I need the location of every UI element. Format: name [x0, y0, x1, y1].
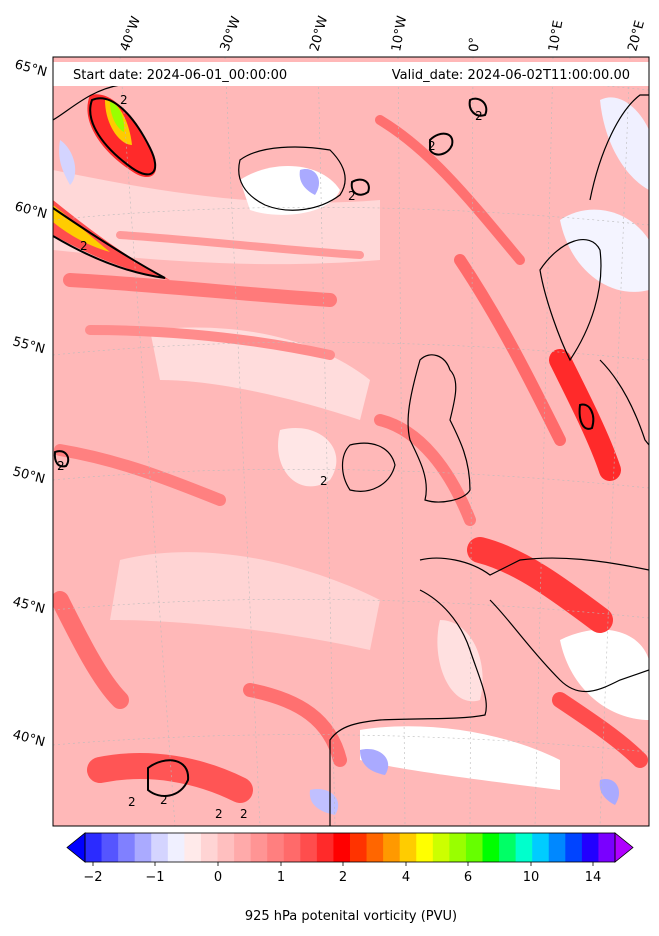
start-date: Start date: 2024-06-01_00:00:00 [73, 68, 287, 83]
colorbar-cell [333, 833, 351, 862]
colorbar-cell [184, 833, 202, 862]
contour-label: 2 [128, 795, 136, 809]
colorbar-frame [84, 832, 616, 863]
lon-label: 0° [467, 37, 483, 52]
pv-2-contours [53, 97, 595, 797]
lon-label: 10°W [389, 15, 410, 53]
colorbar-cell [449, 833, 467, 862]
colorbar-tick-label: 0 [214, 870, 222, 885]
lat-label: 60°N [13, 199, 49, 222]
colorbar-cell [316, 833, 334, 862]
lat-label: 40°N [11, 727, 47, 750]
map-panel: 2 2 2 2 2 2 2 2 2 2 2 Start date: 2024-0… [53, 57, 649, 826]
coastlines [53, 74, 649, 826]
colorbar-tick-label: 1 [277, 870, 285, 885]
colorbar-cells [85, 833, 616, 862]
contour-label: 2 [160, 793, 168, 807]
colorbar-cell [101, 833, 119, 862]
colorbar-cell [267, 833, 285, 862]
colorbar-tick-label: 14 [585, 870, 602, 885]
contour-label: 2 [80, 239, 88, 253]
colorbar-cell [383, 833, 401, 862]
contour-label: 2 [120, 93, 128, 107]
lat-label: 55°N [11, 334, 47, 357]
colorbar-cell [399, 833, 417, 862]
colorbar-cell [598, 833, 616, 862]
colorbar: −2 −1 0 1 2 4 6 10 14 925 hPa potenital vorticit… [66, 832, 634, 924]
colorbar-cell [300, 833, 318, 862]
colorbar-tick-label: −1 [145, 870, 164, 885]
colorbar-cell [134, 833, 152, 862]
colorbar-cell [234, 833, 252, 862]
colorbar-tick-label: 6 [464, 870, 472, 885]
colorbar-cell [515, 833, 533, 862]
latitude-labels: 65°N 60°N 55°N 50°N 45°N 40°N [11, 57, 49, 750]
contour-labels: 2 2 2 2 2 2 2 2 2 2 2 [57, 93, 483, 821]
colorbar-title: 925 hPa potenital vorticity (PVU) [245, 909, 457, 924]
contour-label: 2 [475, 109, 483, 123]
colorbar-cell [499, 833, 517, 862]
lon-label: 20°E [625, 19, 648, 53]
colorbar-max-extend [614, 832, 634, 863]
contour-label: 2 [240, 807, 248, 821]
colorbar-min-extend [66, 832, 86, 863]
contour-label: 2 [57, 459, 65, 473]
lat-label: 45°N [11, 594, 47, 617]
lon-label: 10°E [546, 19, 566, 52]
contour-label: 2 [320, 474, 328, 488]
colorbar-ticks: −2 −1 0 1 2 4 6 10 14 [83, 862, 601, 885]
colorbar-cell [217, 833, 235, 862]
colorbar-cell [548, 833, 566, 862]
colorbar-cell [250, 833, 268, 862]
contour-label: 2 [428, 139, 436, 153]
graticule [53, 57, 649, 826]
colorbar-tick-label: 4 [402, 870, 410, 885]
colorbar-cell [151, 833, 169, 862]
colorbar-cell [85, 833, 103, 862]
lon-label: 20°W [307, 14, 331, 53]
colorbar-cell [532, 833, 550, 862]
pv-field-negative [59, 140, 620, 815]
colorbar-cell [482, 833, 500, 862]
colorbar-tick-label: 2 [339, 870, 347, 885]
lat-label: 50°N [11, 464, 47, 487]
colorbar-cell [465, 833, 483, 862]
longitude-labels: 40°W 30°W 20°W 10°W 0° 10°E 20°E [118, 14, 648, 53]
contour-label: 2 [348, 189, 356, 203]
header-strip [53, 62, 649, 86]
colorbar-cell [432, 833, 450, 862]
map-frame [52, 56, 650, 827]
colorbar-tick-label: −2 [83, 870, 102, 885]
contour-label: 2 [215, 807, 223, 821]
colorbar-cell [581, 833, 599, 862]
colorbar-tick-label: 10 [523, 870, 540, 885]
lon-label: 30°W [218, 14, 244, 53]
valid-date: Valid_date: 2024-06-02T11:00:00.00 [392, 68, 630, 83]
colorbar-cell [118, 833, 136, 862]
pv-field-streaks [53, 115, 648, 803]
colorbar-cell [200, 833, 218, 862]
colorbar-cell [366, 833, 384, 862]
colorbar-cell [350, 833, 368, 862]
colorbar-cell [283, 833, 301, 862]
colorbar-cell [416, 833, 434, 862]
lon-label: 40°W [118, 14, 144, 53]
colorbar-cell [167, 833, 185, 862]
lat-label: 65°N [13, 57, 49, 80]
colorbar-cell [565, 833, 583, 862]
